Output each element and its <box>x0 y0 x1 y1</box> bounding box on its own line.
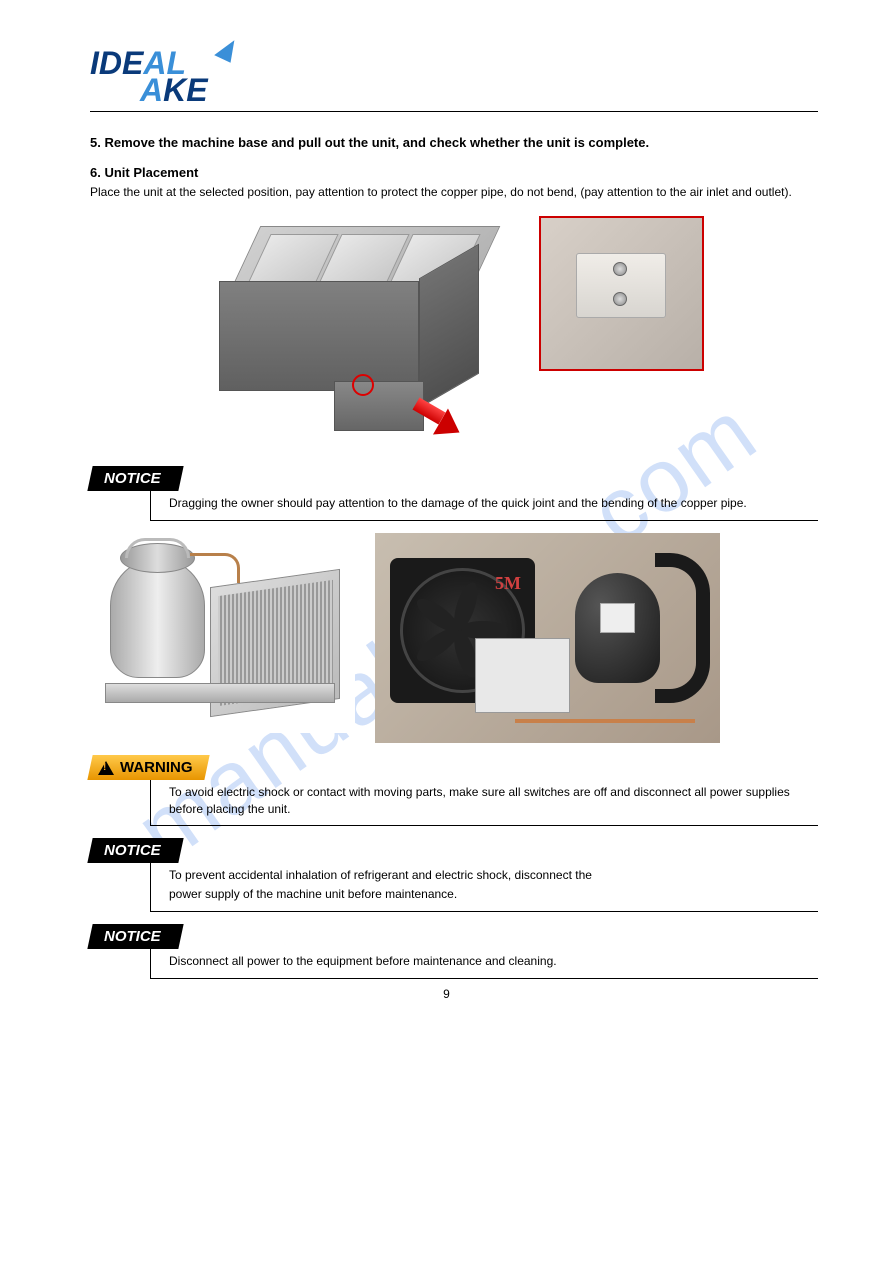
section-5: 5. Remove the machine base and pull out … <box>90 135 818 150</box>
notice-block-2: NOTICE To prevent accidental inhalation … <box>90 838 818 912</box>
drop-in-unit-figure <box>204 216 514 446</box>
warning-label: WARNING <box>87 755 209 780</box>
notice-2-text-line2: power supply of the machine unit before … <box>169 886 818 903</box>
section-6-text: Place the unit at the selected position,… <box>90 184 818 201</box>
logo-part-3: A <box>140 72 163 108</box>
warning-text: To avoid electric shock or contact with … <box>169 784 818 818</box>
notice-block-1: NOTICE Dragging the owner should pay att… <box>90 466 818 521</box>
photo-marker-text: 5M <box>495 573 521 594</box>
notice-divider <box>150 911 818 912</box>
notice-block-3: NOTICE Disconnect all power to the equip… <box>90 924 818 979</box>
notice-1-text: Dragging the owner should pay attention … <box>169 495 818 512</box>
notice-divider <box>150 520 818 521</box>
page-header: IDEAL AKE <box>90 50 818 112</box>
notice-label: NOTICE <box>87 924 183 949</box>
section-5-title: 5. Remove the machine base and pull out … <box>90 135 818 150</box>
screw-icon <box>613 292 627 306</box>
logo-part-4: KE <box>163 72 207 108</box>
header-divider <box>90 111 818 112</box>
screw-icon <box>613 262 627 276</box>
warning-triangle-icon <box>98 760 114 774</box>
notice-label: NOTICE <box>87 838 183 863</box>
notice-label: NOTICE <box>87 466 183 491</box>
compressor-photo-figure: 5M <box>375 533 720 743</box>
warning-divider <box>150 825 818 826</box>
brand-logo: IDEAL AKE <box>90 50 208 104</box>
page-content: 5. Remove the machine base and pull out … <box>90 120 818 979</box>
bracket-detail-inset <box>539 216 704 371</box>
logo-accent-icon <box>214 35 240 63</box>
page-container: IDEAL AKE 5. Remove the machine base and… <box>0 0 893 1031</box>
page-footer: 9 <box>0 987 893 1001</box>
section-6-title: 6. Unit Placement <box>90 165 818 180</box>
callout-circle-icon <box>352 374 374 396</box>
warning-label-text: WARNING <box>120 759 193 776</box>
figure-row-1 <box>90 216 818 446</box>
section-6: 6. Unit Placement Place the unit at the … <box>90 165 818 201</box>
compressor-render-figure <box>90 533 355 733</box>
notice-divider <box>150 978 818 979</box>
figure-row-2: 5M <box>90 533 818 743</box>
warning-block: WARNING To avoid electric shock or conta… <box>90 755 818 827</box>
logo-part-1: IDE <box>90 45 143 81</box>
notice-3-text: Disconnect all power to the equipment be… <box>169 953 818 970</box>
notice-2-text-line1: To prevent accidental inhalation of refr… <box>169 867 818 884</box>
page-number: 9 <box>443 987 450 1001</box>
